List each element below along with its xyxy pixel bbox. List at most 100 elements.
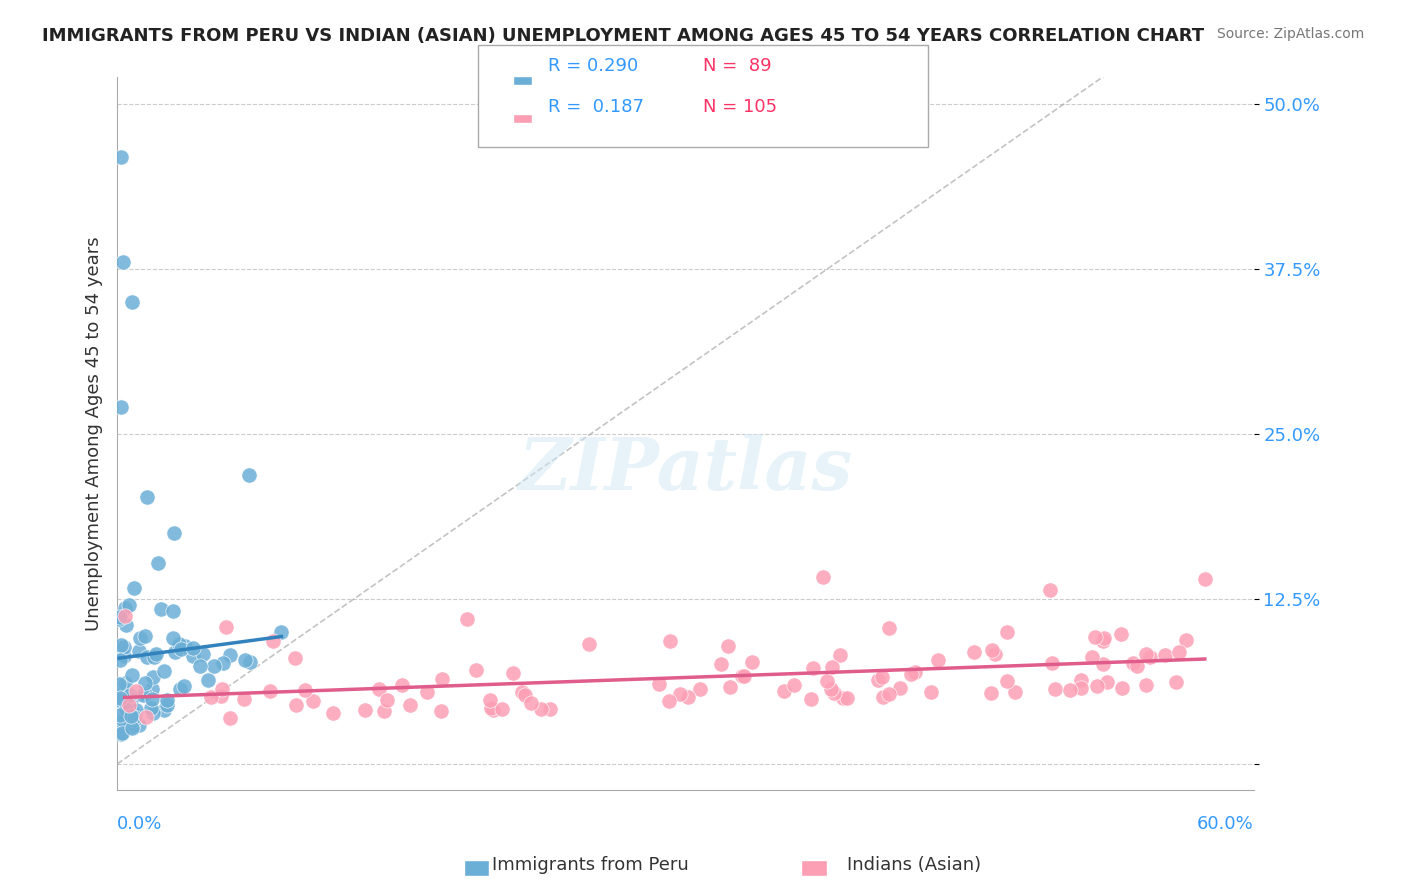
Point: [1175, 633, 1198, 648]
Point: [773, 683, 796, 698]
Point: [156, 698, 179, 712]
Point: [117, 702, 139, 716]
Point: [135, 490, 157, 504]
Point: [110, 726, 132, 740]
Point: [143, 650, 166, 665]
Point: [502, 665, 524, 680]
Point: [479, 701, 502, 715]
Point: [399, 698, 422, 712]
Point: [108, 692, 131, 706]
Point: [114, 608, 136, 623]
Point: [1084, 630, 1107, 644]
Point: [1111, 681, 1133, 695]
Point: [821, 659, 844, 673]
Point: [889, 681, 911, 695]
Point: [456, 612, 478, 626]
Point: [188, 658, 211, 673]
Point: [648, 677, 671, 691]
Point: [983, 648, 1005, 662]
Point: [118, 598, 141, 612]
Point: [141, 681, 163, 696]
Point: [114, 702, 136, 716]
Point: [831, 691, 853, 706]
Point: [741, 655, 763, 669]
Point: [114, 676, 136, 690]
Point: [149, 602, 172, 616]
Point: [200, 690, 222, 704]
Point: [141, 692, 163, 706]
Point: [782, 678, 804, 692]
Point: [202, 659, 225, 673]
Point: [354, 703, 377, 717]
Point: [1139, 649, 1161, 664]
Point: [530, 701, 553, 715]
Point: [1042, 656, 1064, 670]
Point: [120, 707, 142, 722]
Point: [1081, 649, 1104, 664]
Point: [212, 656, 235, 670]
Point: [120, 702, 142, 716]
Point: [368, 681, 391, 696]
Point: [111, 713, 134, 727]
Point: [1154, 648, 1177, 662]
Point: [108, 708, 131, 723]
Point: [134, 676, 156, 690]
Point: [111, 725, 134, 739]
Point: [491, 702, 513, 716]
Point: [1043, 682, 1066, 697]
Point: [689, 682, 711, 697]
Point: [135, 710, 157, 724]
Point: [872, 670, 894, 684]
Point: [1039, 582, 1062, 597]
Point: [1091, 634, 1114, 648]
Point: [927, 653, 949, 667]
Point: [233, 653, 256, 667]
Point: [578, 637, 600, 651]
Point: [128, 644, 150, 658]
Point: [1004, 685, 1026, 699]
Point: [152, 664, 174, 678]
Point: [997, 624, 1019, 639]
Point: [108, 612, 131, 626]
Point: [820, 681, 842, 696]
Text: Immigrants from Peru: Immigrants from Peru: [492, 855, 689, 873]
Point: [1109, 627, 1132, 641]
Point: [866, 673, 889, 688]
Text: Indians (Asian): Indians (Asian): [846, 855, 981, 873]
Point: [375, 693, 398, 707]
Point: [232, 692, 254, 706]
Point: [478, 693, 501, 707]
Point: [214, 620, 236, 634]
Point: [129, 631, 152, 645]
Point: [142, 706, 165, 721]
Point: [416, 685, 439, 699]
Point: [980, 685, 1002, 699]
Text: IMMIGRANTS FROM PERU VS INDIAN (ASIAN) UNEMPLOYMENT AMONG AGES 45 TO 54 YEARS CO: IMMIGRANTS FROM PERU VS INDIAN (ASIAN) U…: [42, 27, 1205, 45]
Point: [111, 709, 134, 723]
Point: [482, 703, 505, 717]
Point: [110, 639, 132, 653]
Point: [1095, 674, 1118, 689]
Point: [710, 657, 733, 671]
Point: [717, 639, 740, 653]
Point: [112, 649, 135, 664]
Point: [114, 600, 136, 615]
Point: [239, 655, 262, 669]
Point: [270, 624, 292, 639]
Point: [136, 649, 159, 664]
Point: [142, 670, 165, 684]
Point: [124, 581, 146, 595]
Point: [170, 641, 193, 656]
Point: [718, 680, 741, 694]
Point: [128, 718, 150, 732]
Point: [373, 704, 395, 718]
Point: [162, 631, 184, 645]
Point: [835, 691, 858, 706]
Point: [112, 640, 135, 654]
Text: ZIPatlas: ZIPatlas: [519, 434, 852, 505]
Point: [920, 685, 942, 699]
Point: [430, 672, 453, 686]
Point: [676, 690, 699, 705]
Point: [108, 693, 131, 707]
Text: Source: ZipAtlas.com: Source: ZipAtlas.com: [1216, 27, 1364, 41]
